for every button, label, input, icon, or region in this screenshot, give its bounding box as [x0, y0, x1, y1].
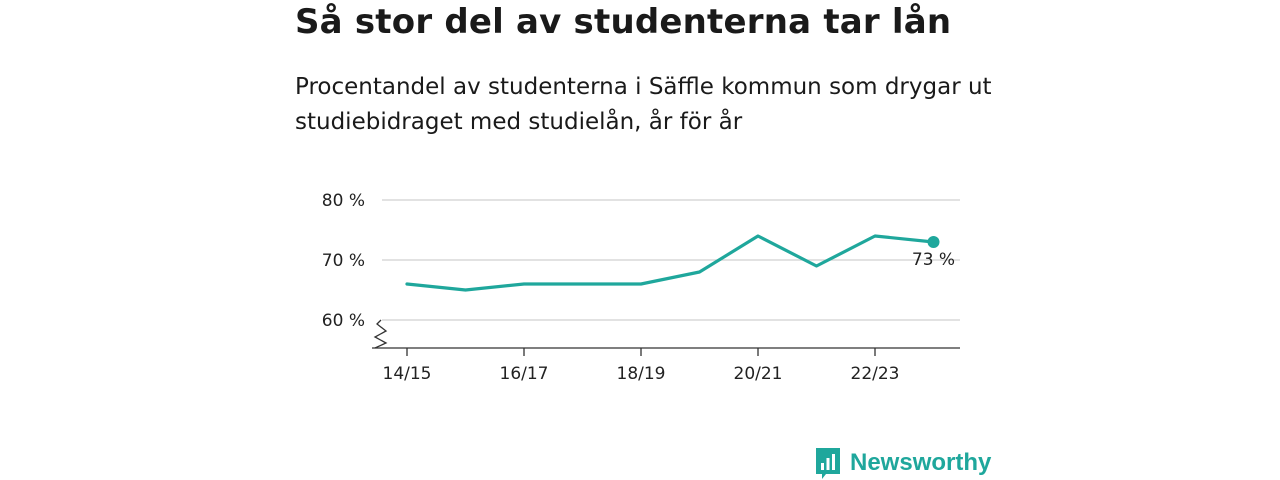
y-tick-label: 60 %	[322, 311, 365, 331]
y-tick-label: 80 %	[322, 191, 365, 211]
x-tick-label: 22/23	[851, 364, 900, 384]
end-point-marker	[927, 236, 940, 248]
page-title: Så stor del av studenterna tar lån	[295, 2, 952, 42]
series-line	[405, 234, 936, 292]
x-tick-label: 14/15	[383, 364, 432, 384]
gridlines	[382, 199, 960, 321]
axis-break-icon	[373, 319, 388, 349]
y-axis-tick-labels: 60 % 70 % 80 %	[322, 191, 365, 331]
x-tick-label: 16/17	[500, 364, 549, 384]
x-tick-label: 20/21	[734, 364, 783, 384]
y-tick-label: 70 %	[322, 251, 365, 271]
newsworthy-logo: Newsworthy	[814, 446, 991, 480]
x-axis-ticks: 14/15 16/17 18/19 20/21 22/23	[383, 348, 900, 384]
series-group: 73 %	[405, 234, 955, 292]
end-value-label: 73 %	[912, 250, 955, 270]
brand-name: Newsworthy	[850, 449, 992, 476]
x-tick-label: 18/19	[617, 364, 666, 384]
bar-chart-icon	[816, 448, 840, 479]
chart-subtitle: Procentandel av studenterna i Säffle kom…	[295, 74, 992, 135]
